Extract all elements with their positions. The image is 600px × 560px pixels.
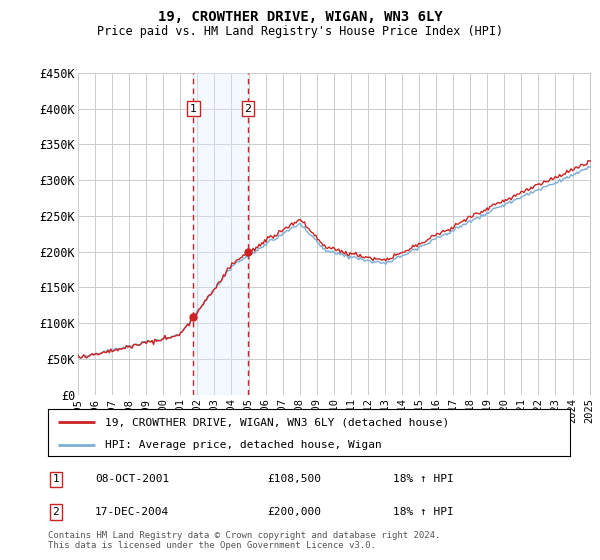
Text: 18% ↑ HPI: 18% ↑ HPI	[392, 507, 453, 517]
Text: 19, CROWTHER DRIVE, WIGAN, WN3 6LY: 19, CROWTHER DRIVE, WIGAN, WN3 6LY	[158, 10, 442, 24]
Text: Price paid vs. HM Land Registry's House Price Index (HPI): Price paid vs. HM Land Registry's House …	[97, 25, 503, 38]
Text: £108,500: £108,500	[267, 474, 321, 484]
Text: 1: 1	[190, 104, 197, 114]
Text: 17-DEC-2004: 17-DEC-2004	[95, 507, 169, 517]
Text: HPI: Average price, detached house, Wigan: HPI: Average price, detached house, Wiga…	[106, 440, 382, 450]
Text: 19, CROWTHER DRIVE, WIGAN, WN3 6LY (detached house): 19, CROWTHER DRIVE, WIGAN, WN3 6LY (deta…	[106, 417, 449, 427]
Bar	[193, 73, 248, 395]
Text: £200,000: £200,000	[267, 507, 321, 517]
Text: 2: 2	[244, 104, 251, 114]
Text: 08-OCT-2001: 08-OCT-2001	[95, 474, 169, 484]
Text: 1: 1	[52, 474, 59, 484]
Text: Contains HM Land Registry data © Crown copyright and database right 2024.
This d: Contains HM Land Registry data © Crown c…	[48, 531, 440, 550]
Text: 2: 2	[52, 507, 59, 517]
Text: 18% ↑ HPI: 18% ↑ HPI	[392, 474, 453, 484]
